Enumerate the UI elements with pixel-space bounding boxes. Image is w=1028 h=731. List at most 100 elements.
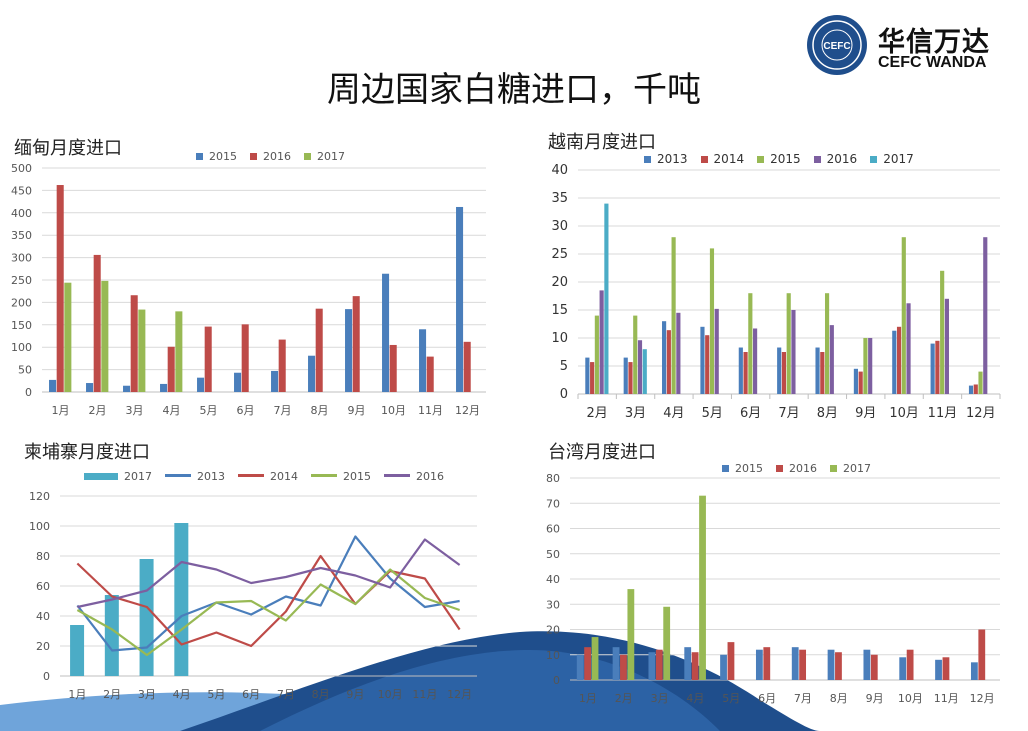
x-tick-label: 12月 [966,406,996,421]
legend-label: 2015 [770,152,801,166]
legend-swatch [84,473,118,480]
bar-2014 [666,330,671,394]
bar-2013 [623,357,628,394]
x-tick-label: 11月 [928,406,958,421]
y-tick-label: 300 [11,252,32,265]
bar-2013 [892,330,897,394]
bar-2016 [167,346,175,392]
cefc-badge-icon: CEFC [807,15,867,75]
y-tick-label: 60 [546,523,560,536]
x-tick-label: 7月 [274,404,292,417]
bar-2015 [308,355,316,392]
bar-2015 [720,654,727,680]
chart-legend: 2015 2016 2017 [722,462,884,478]
x-tick-label: 2月 [587,406,608,421]
y-tick-label: 35 [551,191,568,206]
bar-2017 [174,523,189,676]
x-tick-label: 4月 [163,404,181,417]
x-tick-label: 4月 [686,692,704,705]
x-tick-label: 10月 [381,404,406,417]
x-tick-label: 8月 [311,404,329,417]
bar-2016 [799,649,807,680]
bar-2015 [709,248,715,394]
bar-2015 [49,379,57,392]
x-tick-label: 11月 [418,404,443,417]
chart-cambodia-plot: 0 20 40 60 80 100 120 1月 2月 3月 4月 5月 6月 7月 8月 9月 10月 11月 1… [29,490,477,701]
bar-2013 [738,347,743,394]
bar-2016 [753,328,758,394]
bar-2014 [628,362,633,394]
bar-2015 [901,237,906,394]
x-tick-label: 9月 [855,406,876,421]
bar-2015 [899,657,907,680]
x-tick-label: 7月 [277,688,295,701]
legend-label: 2013 [657,152,688,166]
bar-2016 [130,295,138,392]
bar-2013 [968,385,974,394]
y-tick-label: 30 [546,598,560,611]
legend-item-2015: 2015 [757,152,801,166]
y-tick-label: 250 [11,274,32,287]
chart-title: 越南月度进口 [548,132,656,153]
legend-swatch [813,156,821,163]
y-tick-label: 40 [36,610,50,623]
bar-2016 [942,657,950,680]
bar-2017 [104,595,119,676]
legend-item-2017: 2017 [84,470,152,483]
bar-2015 [576,654,584,680]
line-2014 [76,554,461,648]
y-tick-label: 30 [551,219,568,234]
legend-label: 2016 [263,150,291,163]
bar-2016 [278,339,286,392]
legend-label: 2017 [843,462,871,475]
y-tick-label: 40 [546,573,560,586]
legend-item-2013: 2013 [644,152,688,166]
bar-2016 [906,303,911,394]
logo-badge-text: CEFC [823,41,850,52]
legend-label: 2015 [343,470,371,483]
legend-label: 2014 [270,470,298,483]
y-tick-label: 80 [546,472,560,485]
legend-swatch [165,474,191,477]
legend-swatch [776,465,783,472]
legend-swatch [311,474,337,477]
line-2013 [76,535,460,652]
legend-swatch [870,156,878,163]
x-tick-label: 8月 [312,688,330,701]
legend-item-2013: 2013 [165,470,225,483]
bar-2016 [978,629,986,680]
y-tick-label: 0 [560,387,568,402]
bar-2016 [389,344,397,392]
legend-label: 2017 [124,470,152,483]
logo-english-name: CEFC WANDA [878,54,987,71]
bar-2015 [234,372,242,392]
bar-2015 [748,293,753,394]
bar-2013 [585,357,590,394]
x-tick-label: 9月 [348,404,366,417]
x-tick-label: 2月 [103,688,121,701]
bar-2015 [755,649,763,680]
bar-2016 [791,310,796,394]
x-tick-label: 12月 [455,404,480,417]
bar-2014 [935,340,940,394]
bar-2016 [835,652,842,680]
bar-2015 [123,385,131,392]
bar-2015 [935,659,942,680]
legend-item-2016: 2016 [250,150,291,163]
x-tick-label: 2月 [89,404,107,417]
legend-item-2017: 2017 [870,152,914,166]
legend-swatch [384,474,410,477]
bar-2016 [983,237,988,394]
chart-taiwan: 0 10 20 30 40 50 60 70 80 1月 2月 3月 4月 5月 6月 7月 8月 9月 10月 11… [514,436,1014,726]
x-tick-label: 12月 [970,692,995,705]
x-tick-label: 3月 [651,692,669,705]
chart-legend: 2017 2013 2014 2015 2016 [84,470,457,486]
bar-2016 [870,654,878,680]
chart-vietnam-plot: 0 5 10 15 20 25 30 35 40 2月 3月 4月 5月 6月 7月 8月 9月 10月 11月 12… [551,163,1001,421]
y-tick-label: 15 [551,303,568,318]
legend-label: 2014 [713,152,745,166]
x-tick-label: 3月 [126,404,144,417]
bar-2014 [820,352,825,394]
x-tick-label: 6月 [740,406,761,421]
chart-myanmar-plot: 0 50 100 150 200 250 300 350 400 450 500 1月 2月 3月 4月 5月… [11,162,486,417]
